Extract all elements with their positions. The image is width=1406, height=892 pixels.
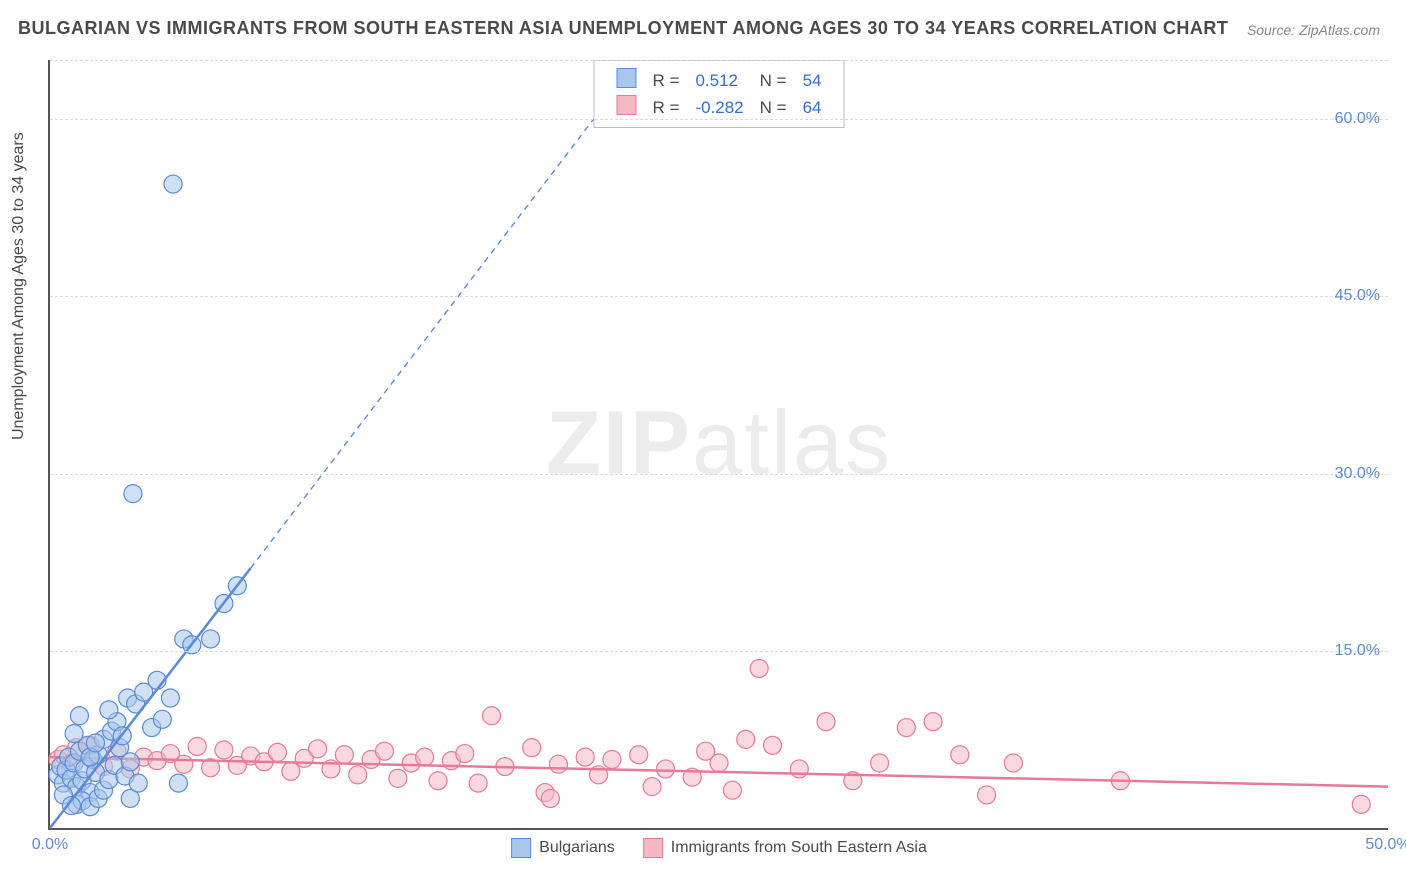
- y-tick-label: 15.0%: [1335, 642, 1388, 660]
- r-value: -0.282: [687, 94, 751, 121]
- data-point: [710, 754, 728, 772]
- trend-line: [50, 568, 251, 828]
- data-point: [978, 786, 996, 804]
- data-point: [541, 789, 559, 807]
- data-point: [416, 748, 434, 766]
- legend-label: Immigrants from South Eastern Asia: [671, 839, 927, 856]
- data-point: [268, 743, 286, 761]
- data-point: [630, 746, 648, 764]
- r-label: R =: [645, 67, 688, 94]
- data-point: [188, 737, 206, 755]
- swatch-immigrants-icon: [617, 95, 637, 115]
- data-point: [389, 769, 407, 787]
- data-point: [723, 781, 741, 799]
- data-point: [523, 739, 541, 757]
- data-point: [124, 485, 142, 503]
- chart-svg: [50, 60, 1388, 828]
- gridline: [50, 474, 1388, 475]
- data-point: [169, 774, 187, 792]
- chart-title: BULGARIAN VS IMMIGRANTS FROM SOUTH EASTE…: [18, 18, 1228, 39]
- data-point: [656, 760, 674, 778]
- data-point: [737, 730, 755, 748]
- data-point: [429, 772, 447, 790]
- n-label: N =: [752, 94, 795, 121]
- data-point: [282, 762, 300, 780]
- r-value: 0.512: [687, 67, 751, 94]
- y-tick-label: 45.0%: [1335, 287, 1388, 305]
- plot-area: ZIPatlas R = 0.512 N = 54 R = -0.282 N =…: [48, 60, 1388, 830]
- data-point: [153, 710, 171, 728]
- data-point: [469, 774, 487, 792]
- data-point: [164, 175, 182, 193]
- data-point: [376, 742, 394, 760]
- legend-label: Bulgarians: [539, 839, 615, 856]
- n-value: 54: [795, 67, 830, 94]
- data-point: [549, 755, 567, 773]
- y-axis-label: Unemployment Among Ages 30 to 34 years: [10, 132, 28, 440]
- legend-item-bulgarians: Bulgarians: [511, 838, 615, 858]
- data-point: [309, 740, 327, 758]
- x-tick-label: 0.0%: [32, 836, 68, 854]
- data-point: [1352, 795, 1370, 813]
- gridline: [50, 60, 1388, 61]
- x-axis-legend: Bulgarians Immigrants from South Eastern…: [511, 838, 927, 858]
- gridline: [50, 296, 1388, 297]
- swatch-bulgarians-icon: [511, 838, 531, 858]
- data-point: [349, 766, 367, 784]
- data-point: [790, 760, 808, 778]
- data-point: [86, 734, 104, 752]
- data-point: [897, 719, 915, 737]
- r-label: R =: [645, 94, 688, 121]
- source-label: Source: ZipAtlas.com: [1247, 22, 1380, 38]
- data-point: [161, 689, 179, 707]
- correlation-stats-box: R = 0.512 N = 54 R = -0.282 N = 64: [594, 60, 845, 128]
- data-point: [175, 755, 193, 773]
- data-point: [129, 774, 147, 792]
- y-tick-label: 60.0%: [1335, 110, 1388, 128]
- stats-table: R = 0.512 N = 54 R = -0.282 N = 64: [609, 67, 830, 121]
- data-point: [750, 659, 768, 677]
- data-point: [924, 713, 942, 731]
- data-point: [1004, 754, 1022, 772]
- data-point: [817, 713, 835, 731]
- swatch-bulgarians-icon: [617, 68, 637, 88]
- data-point: [456, 745, 474, 763]
- data-point: [951, 746, 969, 764]
- data-point: [871, 754, 889, 772]
- gridline: [50, 651, 1388, 652]
- data-point: [70, 707, 88, 725]
- data-point: [335, 746, 353, 764]
- data-point: [202, 630, 220, 648]
- stats-row-immigrants: R = -0.282 N = 64: [609, 94, 830, 121]
- data-point: [576, 748, 594, 766]
- data-point: [483, 707, 501, 725]
- n-value: 64: [795, 94, 830, 121]
- stats-row-bulgarians: R = 0.512 N = 54: [609, 67, 830, 94]
- data-point: [65, 724, 83, 742]
- trend-line-extension: [251, 60, 639, 568]
- data-point: [764, 736, 782, 754]
- data-point: [100, 701, 118, 719]
- swatch-immigrants-icon: [643, 838, 663, 858]
- x-tick-label: 50.0%: [1365, 836, 1406, 854]
- y-tick-label: 30.0%: [1335, 465, 1388, 483]
- legend-item-immigrants: Immigrants from South Eastern Asia: [643, 838, 927, 858]
- data-point: [643, 778, 661, 796]
- data-point: [215, 741, 233, 759]
- data-point: [603, 750, 621, 768]
- gridline: [50, 119, 1388, 120]
- data-point: [121, 753, 139, 771]
- n-label: N =: [752, 67, 795, 94]
